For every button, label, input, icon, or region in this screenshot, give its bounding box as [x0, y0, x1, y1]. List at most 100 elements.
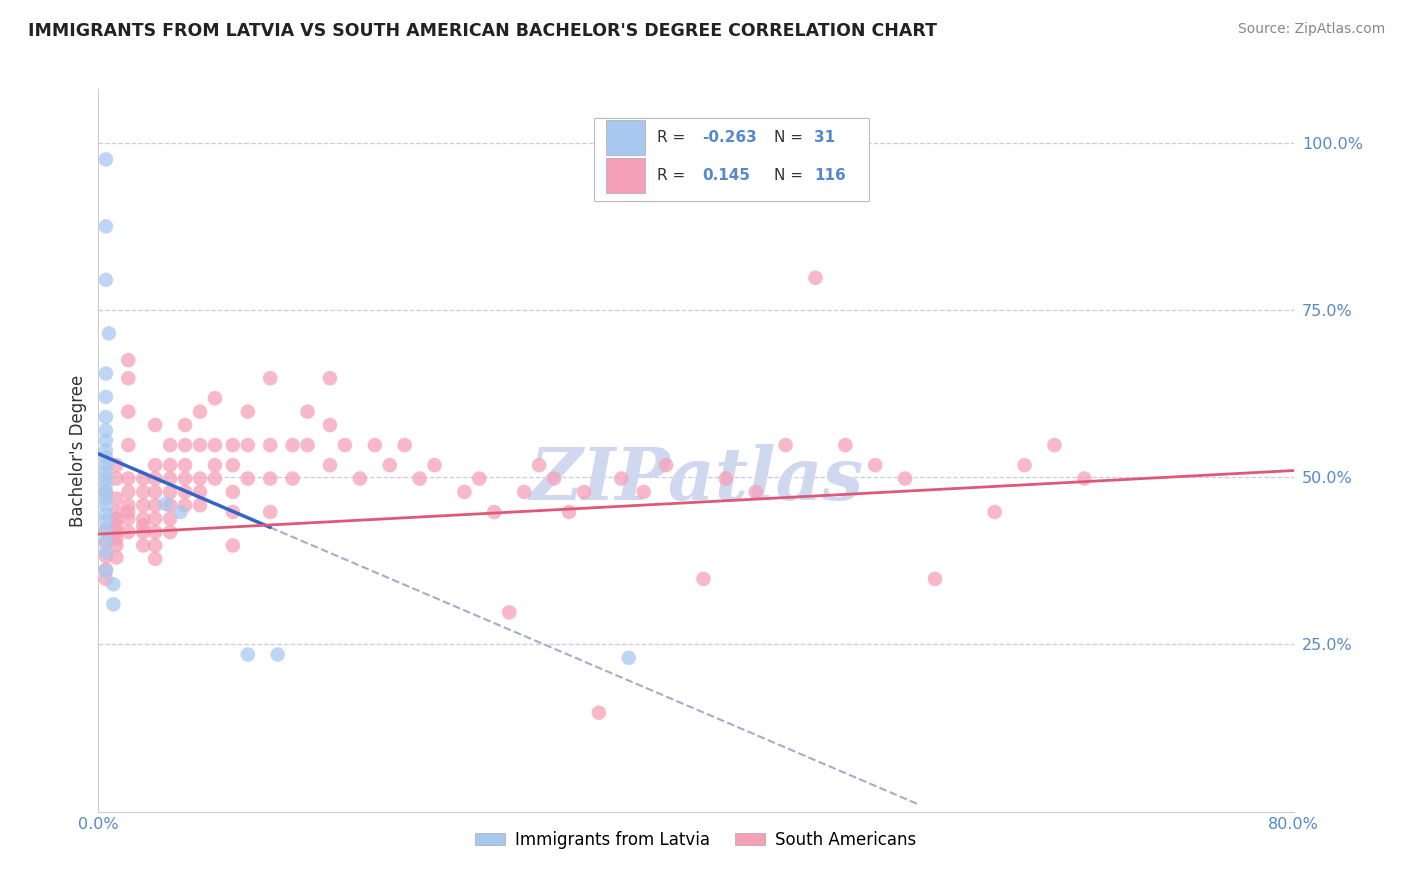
Point	[105, 505, 128, 519]
Point	[543, 472, 565, 486]
Point	[1014, 458, 1036, 473]
Point	[132, 485, 155, 500]
Point	[468, 472, 491, 486]
Point	[105, 472, 128, 486]
Point	[105, 532, 128, 546]
Point	[188, 438, 211, 452]
Point	[117, 524, 139, 539]
Point	[94, 458, 117, 473]
Point	[188, 485, 211, 500]
Point	[159, 472, 181, 486]
Point	[94, 478, 117, 492]
Point	[132, 498, 155, 512]
Point	[94, 443, 117, 458]
Point	[174, 438, 197, 452]
Point	[105, 550, 128, 565]
Point	[236, 472, 259, 486]
Text: Source: ZipAtlas.com: Source: ZipAtlas.com	[1237, 22, 1385, 37]
Point	[94, 219, 117, 234]
Point	[222, 438, 245, 452]
Point	[117, 498, 139, 512]
Point	[453, 485, 475, 500]
Point	[588, 706, 610, 720]
Point	[259, 472, 281, 486]
Point	[610, 472, 633, 486]
Point	[117, 405, 139, 419]
Text: R =: R =	[657, 130, 690, 145]
Point	[94, 572, 117, 586]
Point	[94, 545, 117, 559]
Point	[222, 485, 245, 500]
Point	[117, 438, 139, 452]
Point	[188, 472, 211, 486]
Point	[513, 485, 536, 500]
Point	[94, 523, 117, 537]
Point	[94, 472, 117, 486]
Point	[159, 512, 181, 526]
Point	[498, 606, 520, 620]
Point	[222, 458, 245, 473]
Point	[558, 505, 581, 519]
Point	[174, 417, 197, 433]
Point	[745, 485, 768, 500]
Point	[204, 391, 226, 405]
Point	[94, 424, 117, 438]
Point	[94, 367, 117, 381]
Point	[94, 514, 117, 528]
Point	[105, 518, 128, 533]
Point	[117, 485, 139, 500]
Point	[143, 472, 166, 486]
Point	[103, 577, 125, 591]
Point	[297, 438, 319, 452]
Point	[159, 524, 181, 539]
Point	[94, 535, 117, 549]
Point	[143, 458, 166, 473]
Point	[94, 563, 117, 577]
Point	[775, 438, 797, 452]
Point	[222, 505, 245, 519]
Point	[1043, 438, 1066, 452]
Point	[924, 572, 946, 586]
Bar	[606, 158, 644, 193]
Point	[281, 438, 304, 452]
Point	[319, 371, 342, 385]
Point	[117, 371, 139, 385]
Text: N =: N =	[773, 130, 807, 145]
Point	[572, 485, 595, 500]
Point	[97, 326, 120, 341]
Point	[94, 498, 117, 512]
Point	[169, 505, 191, 519]
Point	[117, 353, 139, 368]
Point	[94, 485, 117, 500]
Point	[143, 512, 166, 526]
Point	[236, 648, 259, 662]
Point	[236, 438, 259, 452]
Point	[94, 410, 117, 425]
Text: 31: 31	[814, 130, 835, 145]
Point	[94, 465, 117, 479]
Point	[259, 371, 281, 385]
Point	[204, 458, 226, 473]
Point	[319, 458, 342, 473]
Point	[94, 533, 117, 548]
Bar	[606, 120, 644, 154]
Point	[105, 491, 128, 506]
Point	[236, 405, 259, 419]
Point	[159, 498, 181, 512]
Point	[378, 458, 401, 473]
Point	[94, 491, 117, 506]
Point	[188, 405, 211, 419]
Point	[319, 417, 342, 433]
Point	[408, 472, 430, 486]
Point	[394, 438, 416, 452]
Point	[423, 458, 446, 473]
Point	[132, 512, 155, 526]
Point	[174, 498, 197, 512]
Point	[865, 458, 887, 473]
Point	[94, 153, 117, 167]
Point	[94, 434, 117, 448]
Legend: Immigrants from Latvia, South Americans: Immigrants from Latvia, South Americans	[468, 824, 924, 855]
Point	[655, 458, 678, 473]
Point	[132, 518, 155, 533]
Point	[94, 507, 117, 521]
